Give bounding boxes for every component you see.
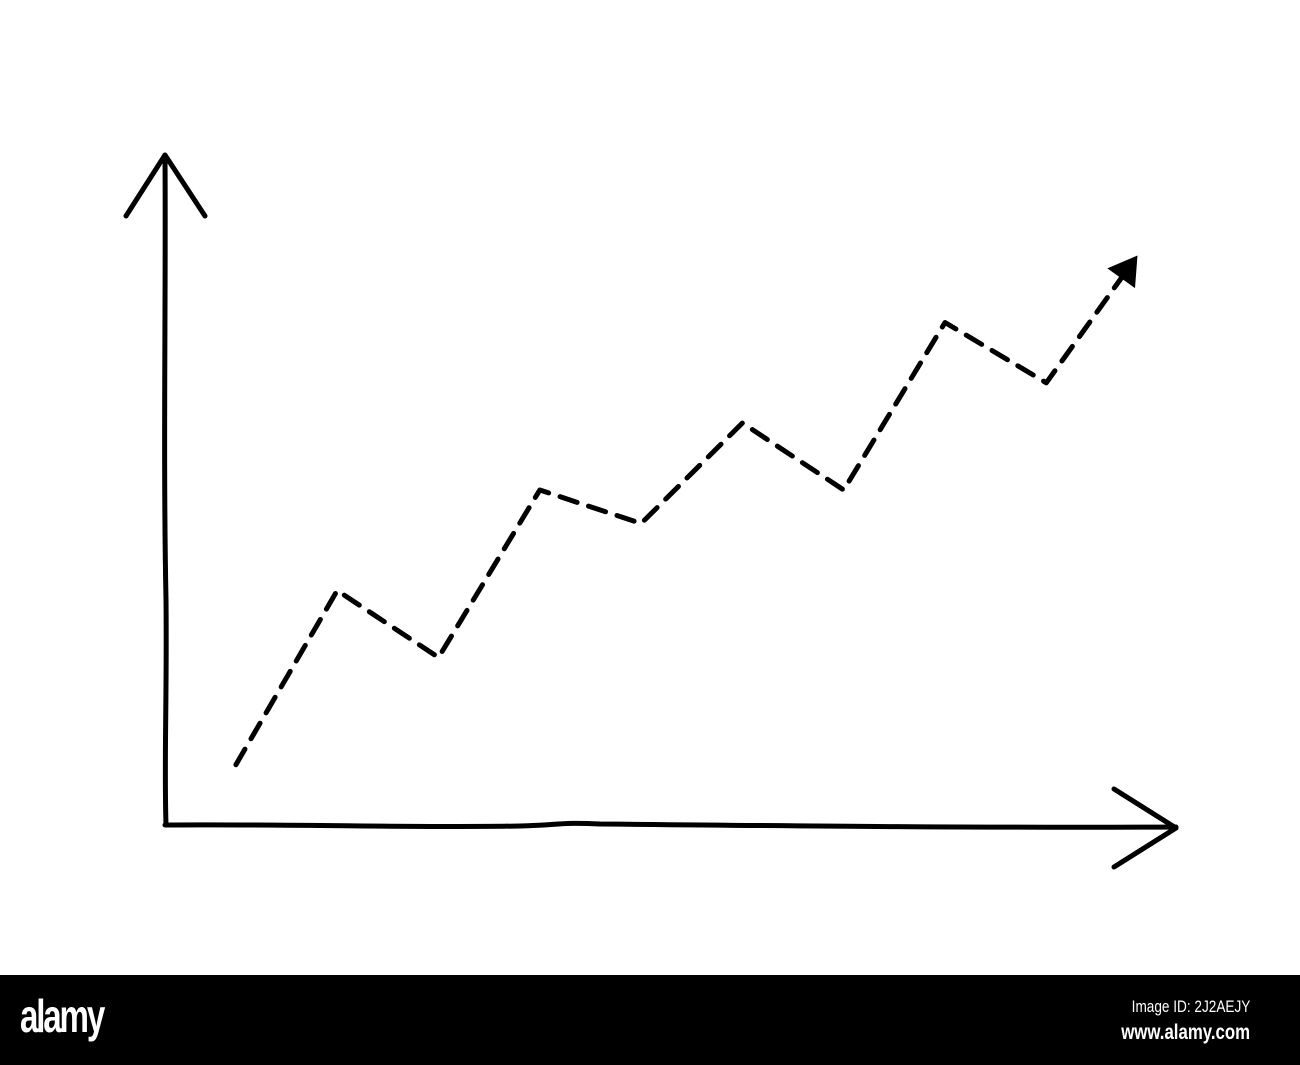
x-axis-line: [162, 820, 1179, 830]
website-link: www.alamy.com: [1121, 1021, 1250, 1044]
x-axis: [162, 786, 1179, 870]
y-axis-arrowhead: [123, 152, 208, 219]
chart: [123, 152, 1179, 870]
y-axis-line: [162, 153, 169, 828]
series-arrowhead: [1107, 255, 1138, 289]
series-dashed-line: [233, 275, 1124, 768]
x-axis-arrowhead: [1111, 786, 1179, 870]
watermark-footer: alamy Image ID: 2J2AEJY www.alamy.com: [0, 975, 1300, 1065]
alamy-logo: alamy: [20, 990, 105, 1042]
image-id: Image ID: 2J2AEJY: [1131, 997, 1250, 1016]
series-line: [233, 255, 1138, 768]
y-axis: [123, 152, 208, 828]
